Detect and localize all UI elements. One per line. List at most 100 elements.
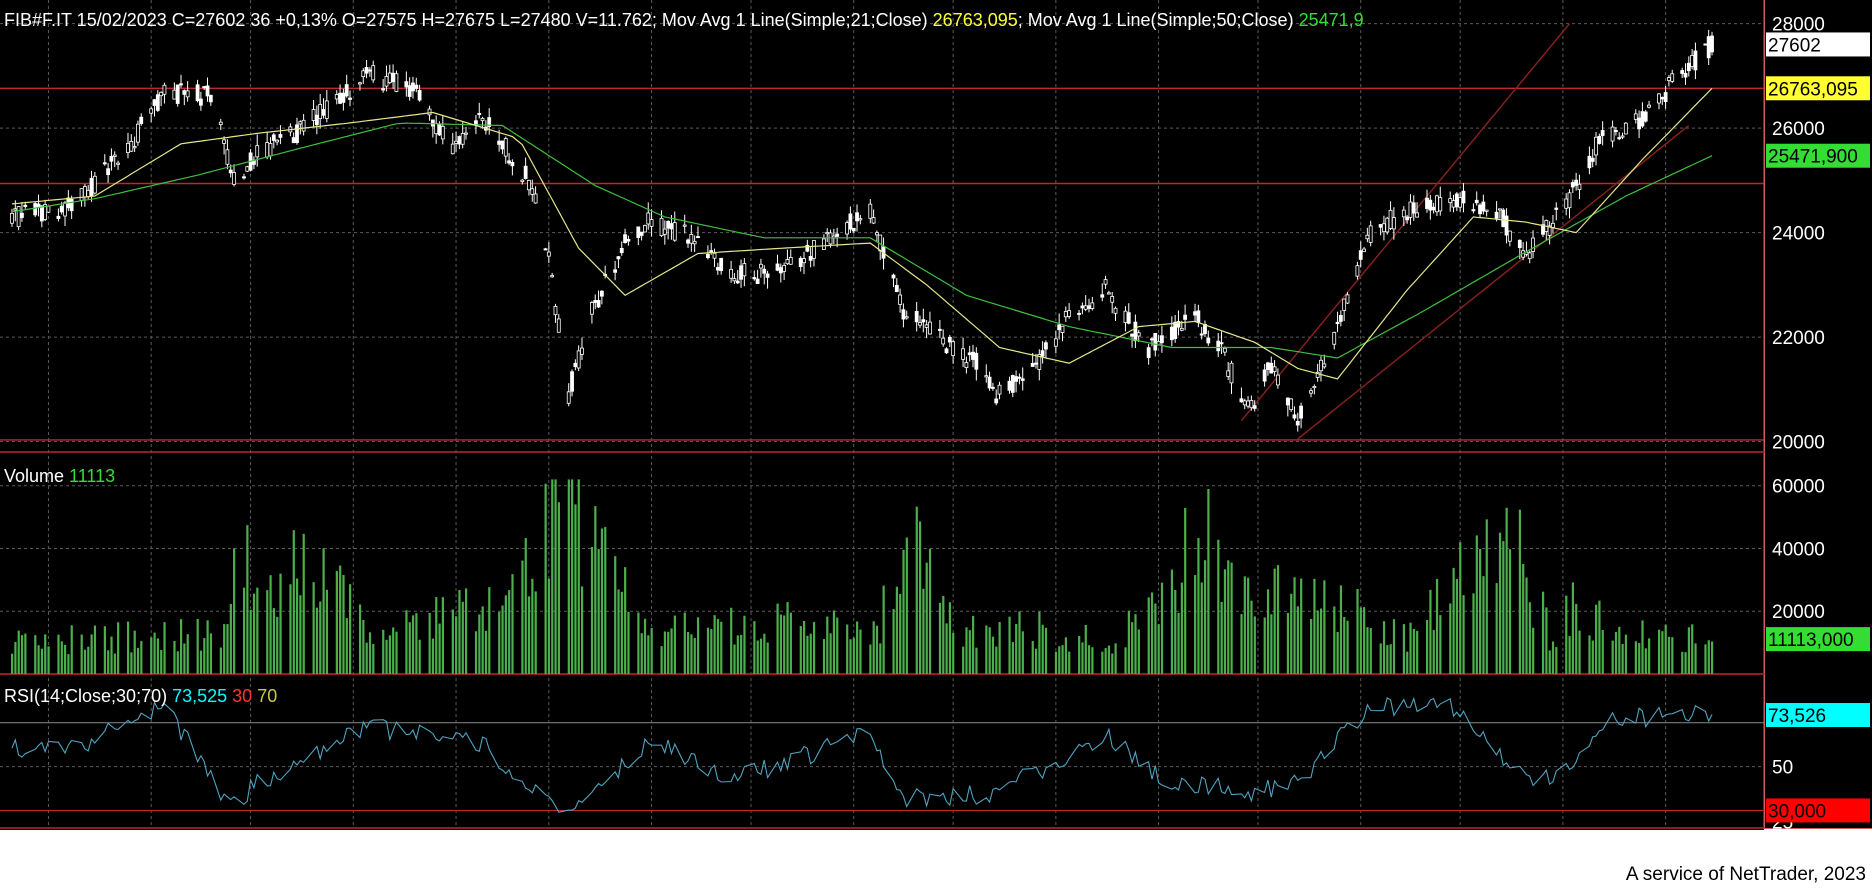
candle-body xyxy=(341,92,346,103)
candle-body xyxy=(1034,362,1038,365)
volume-bar xyxy=(1439,615,1442,674)
candle xyxy=(990,382,995,391)
candle xyxy=(1332,331,1337,350)
volume-bar xyxy=(219,647,222,674)
candle xyxy=(1415,202,1419,218)
candle xyxy=(275,139,280,146)
candle-body xyxy=(1425,197,1429,209)
volume-bar xyxy=(1681,651,1684,674)
candle-body xyxy=(1647,104,1651,108)
candle-body xyxy=(778,267,783,274)
volume-bar xyxy=(1369,628,1372,674)
candle-body xyxy=(1474,199,1479,204)
x-tick-label: 2022 xyxy=(384,836,426,857)
candle xyxy=(1037,349,1042,381)
volume-bar xyxy=(1064,637,1068,674)
candle-body xyxy=(951,341,956,356)
candle xyxy=(1686,56,1691,77)
candle-body xyxy=(580,347,584,355)
candle-body xyxy=(1385,217,1390,233)
candle xyxy=(1680,67,1685,79)
volume-bar xyxy=(846,624,849,674)
candle-body xyxy=(543,248,548,251)
volume-bar xyxy=(408,622,411,674)
volume-bar xyxy=(713,615,716,674)
candle-body xyxy=(828,232,833,245)
candle xyxy=(898,288,903,313)
candle xyxy=(974,347,979,381)
candle-body xyxy=(1388,209,1393,229)
candle xyxy=(742,258,747,287)
candle xyxy=(828,229,833,248)
volume-bar xyxy=(1266,589,1270,674)
candle-body xyxy=(20,212,24,218)
candle xyxy=(1710,31,1714,56)
candle xyxy=(964,356,969,374)
candle-body xyxy=(1408,201,1413,218)
volume-bar xyxy=(1641,620,1644,674)
volume-bar xyxy=(173,641,176,674)
volume-bar xyxy=(474,631,478,674)
candle-body xyxy=(752,277,757,280)
candle-body xyxy=(56,215,61,219)
candle-body xyxy=(1130,333,1134,337)
candle-body xyxy=(967,352,972,356)
candle-body xyxy=(1411,202,1416,214)
candle xyxy=(523,157,528,180)
candle-body xyxy=(875,232,879,236)
volume-bar xyxy=(859,629,862,674)
candle xyxy=(1613,126,1618,136)
y-axis-labels: 20000 22000 24000 26000 28000 20000 40000 60000… xyxy=(1772,15,1825,834)
price-tick-label: 26000 xyxy=(1772,119,1825,140)
candle-body xyxy=(1643,111,1648,122)
volume-bar xyxy=(759,638,763,674)
candle xyxy=(460,122,465,149)
candle-body xyxy=(666,220,671,229)
volume-bar xyxy=(1505,507,1508,674)
volume-bar xyxy=(1124,647,1127,674)
candle-body xyxy=(1285,397,1290,406)
volume-bar xyxy=(577,479,580,674)
candle-body xyxy=(755,278,760,285)
candle-body xyxy=(1044,342,1048,350)
volume-bar xyxy=(1015,623,1018,674)
volume-bar xyxy=(766,642,769,674)
candle xyxy=(102,154,107,166)
candle xyxy=(1474,191,1479,206)
candle xyxy=(371,60,376,83)
candle-body xyxy=(202,86,207,89)
candle xyxy=(1670,69,1675,84)
bottom-strip xyxy=(0,830,1872,888)
candle xyxy=(1345,292,1350,304)
candle xyxy=(1113,306,1118,321)
candle-body xyxy=(1547,225,1552,236)
candle xyxy=(507,152,511,166)
volume-bar xyxy=(1217,539,1220,674)
candle xyxy=(858,214,863,225)
volume-bar xyxy=(385,639,388,674)
candle xyxy=(487,108,492,135)
candle xyxy=(1275,368,1280,389)
candle-body xyxy=(1289,398,1294,411)
x-tick-label: dic xyxy=(290,836,314,857)
candle-body xyxy=(1077,312,1081,315)
volume-bar xyxy=(899,594,902,674)
candle-body xyxy=(1252,405,1257,409)
candle xyxy=(1577,174,1582,200)
candle xyxy=(951,339,956,364)
volume-bar xyxy=(1250,600,1253,674)
volume-bar xyxy=(905,537,908,674)
candle-body xyxy=(623,234,627,243)
volume-bar xyxy=(1270,614,1273,674)
volume-bar xyxy=(1479,548,1482,674)
candle-body xyxy=(1478,204,1482,215)
candle xyxy=(1199,326,1204,340)
volume-bar xyxy=(1227,560,1230,674)
volume-bar xyxy=(1243,576,1246,674)
x-tick-label: 2023 xyxy=(1593,836,1635,857)
candle-body xyxy=(1063,311,1068,318)
candle xyxy=(1017,373,1022,385)
volume-bar xyxy=(1296,606,1299,674)
volume-bar xyxy=(627,611,630,674)
